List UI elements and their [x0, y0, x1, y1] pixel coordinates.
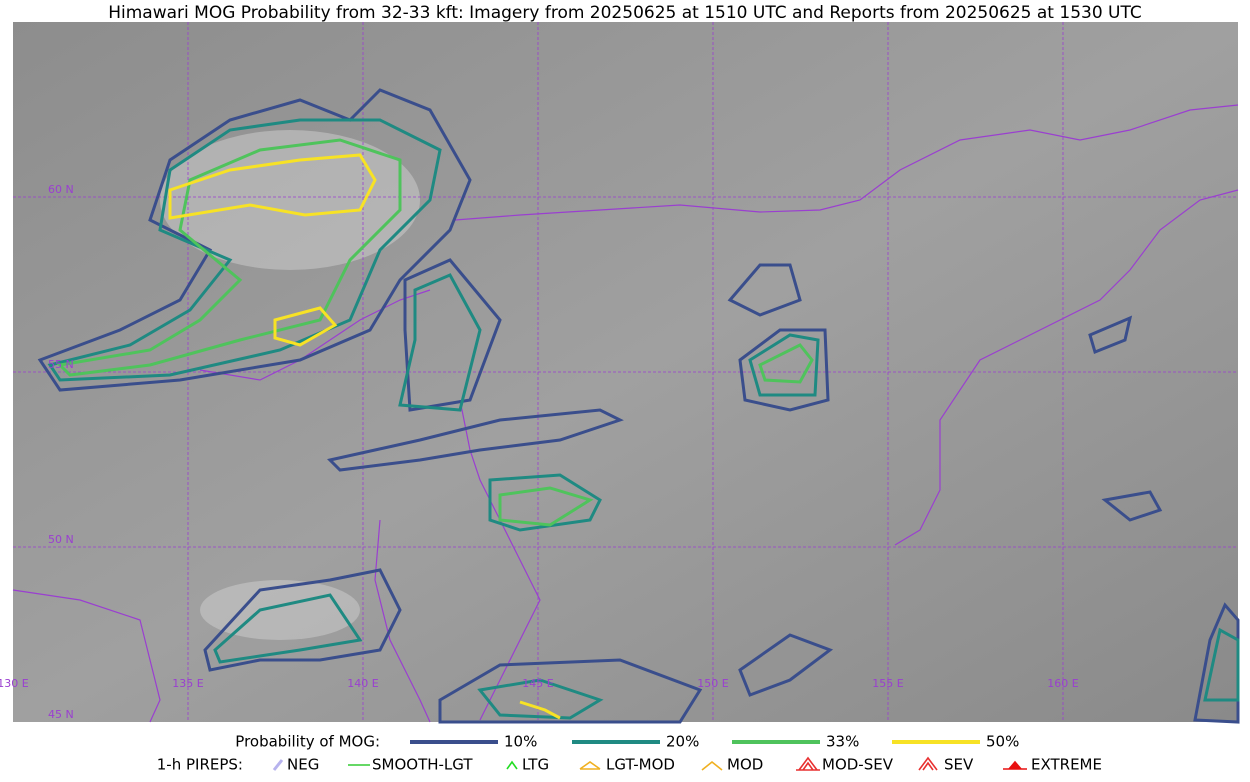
legend-entry: LGT-MOD — [606, 756, 675, 774]
legend-entry: EXTREME — [1031, 756, 1102, 774]
contour-20 — [1203, 627, 1240, 702]
contour-33 — [498, 486, 594, 527]
contour-10 — [1101, 490, 1163, 522]
coastline — [459, 399, 541, 721]
contour-33 — [56, 138, 402, 377]
longitude-label: 130 E — [0, 677, 29, 690]
contour-10 — [727, 263, 802, 317]
contour-10 — [1193, 602, 1240, 724]
contour-20 — [47, 118, 442, 382]
longitude-label: 150 E — [697, 677, 728, 690]
legend-entry: SEV — [944, 756, 974, 774]
legend-symbol — [579, 761, 601, 770]
legend-symbol — [506, 760, 518, 770]
legend-entry: 33% — [826, 733, 859, 751]
legend-entry: SMOOTH-LGT — [372, 756, 473, 774]
contour-10 — [1088, 315, 1133, 355]
longitude-label: 135 E — [172, 677, 203, 690]
contour-20 — [488, 473, 602, 532]
graticule-labels: 60 N 55 N 50 N 45 N 130 E 135 E 140 E 145 E 150 … — [0, 183, 1079, 721]
legend-symbol — [701, 760, 723, 771]
coastline — [454, 104, 1239, 221]
longitude-label: 145 E — [522, 677, 553, 690]
legend-symbol — [796, 756, 820, 771]
contour-50 — [273, 306, 338, 347]
longitude-label: 160 E — [1047, 677, 1078, 690]
legend-label: Probability of MOG: — [235, 733, 380, 751]
title: Himawari MOG Probability from 32-33 kft:… — [108, 3, 1142, 23]
coastline — [199, 289, 431, 381]
legend-entry: MOD — [727, 756, 763, 774]
latitude-label: 55 N — [48, 358, 74, 371]
contour-10 — [738, 633, 834, 697]
contour-20 — [748, 333, 820, 397]
contour-20 — [477, 678, 604, 720]
latitude-label: 50 N — [48, 533, 74, 546]
legend-symbol — [918, 756, 938, 771]
legend-entry: NEG — [287, 756, 319, 774]
contour-10 — [438, 658, 703, 724]
coastlines — [12, 104, 1239, 723]
contour-10 — [738, 328, 830, 412]
legend-entry: 50% — [986, 733, 1019, 751]
coastline — [894, 189, 1239, 546]
legend-entry: 10% — [504, 733, 537, 751]
legend-label: 1-h PIREPS: — [157, 756, 243, 774]
longitude-label: 155 E — [872, 677, 903, 690]
contour-10 — [203, 568, 402, 672]
cloud — [200, 580, 360, 640]
map: 60 N 55 N 50 N 45 N 130 E 135 E 140 E 145 E 150 … — [0, 22, 1240, 724]
contour-50 — [168, 153, 377, 220]
mog-contours — [37, 88, 1240, 724]
contour-50 — [519, 700, 561, 720]
contour-33 — [758, 343, 814, 384]
latitude-label: 45 N — [48, 708, 74, 721]
contour-10 — [403, 258, 502, 412]
legend-entry: LTG — [522, 756, 549, 774]
coastline — [12, 589, 161, 723]
contour-20 — [213, 593, 363, 664]
contour-10 — [327, 408, 624, 472]
longitude-label: 140 E — [347, 677, 378, 690]
legend-entry: 20% — [666, 733, 699, 751]
legend-entry: MOD-SEV — [822, 756, 894, 774]
legend: Probability of MOG: 10% 20% 33% 50% 1-h PIREP… — [157, 733, 1102, 774]
legend-symbol — [1003, 760, 1027, 770]
latitude-label: 60 N — [48, 183, 74, 196]
contour-20 — [398, 273, 482, 412]
legend-symbol — [272, 759, 284, 771]
coastline — [374, 519, 431, 723]
